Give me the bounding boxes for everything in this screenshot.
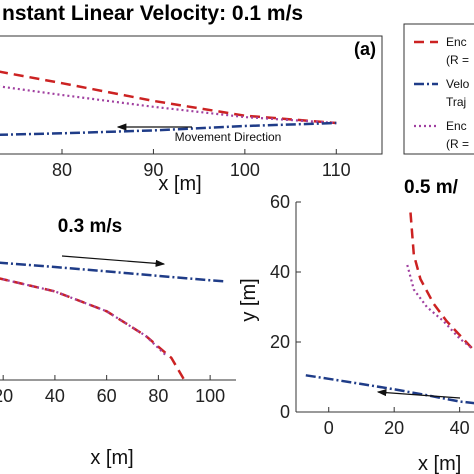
- legend-label-encoder: Enc: [446, 35, 467, 49]
- legend-sublabel-velocity: Traj: [446, 95, 466, 109]
- b-x-tick-label: 20: [0, 386, 13, 406]
- a-x-tick-label: 90: [143, 160, 163, 180]
- panel-a-title: nstant Linear Velocity: 0.1 m/s: [2, 2, 303, 25]
- b-x-tick-label: 40: [45, 386, 65, 406]
- b-x-tick-label: 60: [97, 386, 117, 406]
- panel-a-frame: [0, 35, 383, 155]
- b-series-encoder: [0, 277, 186, 381]
- legend-sublabel-encoder: (R =: [446, 53, 469, 67]
- a-x-tick-label: 100: [230, 160, 260, 180]
- panel-c: 0.5 m/ x [m] y [m] 0 20 40 0 20 40 60: [238, 177, 474, 474]
- panel-c-xlabel: x [m]: [418, 453, 461, 474]
- panel-b: 0.3 m/s x [m] 20 40 60 80 100: [0, 216, 236, 469]
- c-series-encoder: [409, 212, 474, 350]
- a-series-velocity: [0, 121, 337, 137]
- legend-sublabel-encoder2: (R =: [446, 137, 469, 151]
- panel-b-title: 0.3 m/s: [58, 216, 122, 237]
- panel-c-direction-arrow: [376, 389, 461, 399]
- panel-c-title: 0.5 m/: [404, 177, 459, 198]
- c-y-tick-label: 0: [280, 402, 290, 422]
- a-series-encoder: [0, 70, 337, 125]
- panel-a-label: (a): [354, 39, 376, 59]
- c-x-tick-label: 40: [450, 418, 470, 438]
- a-series-encoder2: [0, 85, 337, 125]
- movement-direction-label: Movement Direction: [175, 130, 282, 144]
- legend-label-velocity: Velo: [446, 77, 470, 91]
- a-x-tick-label: 80: [52, 160, 72, 180]
- b-x-tick-label: 80: [148, 386, 168, 406]
- b-series-velocity: [0, 261, 226, 283]
- c-series-velocity: [305, 374, 474, 405]
- panel-c-ylabel: y [m]: [238, 278, 260, 321]
- c-x-tick-label: 20: [384, 418, 404, 438]
- legend: Enc (R = Velo Traj Enc (R =: [403, 23, 474, 155]
- panel-a-xlabel: x [m]: [158, 173, 201, 195]
- c-y-tick-label: 60: [270, 192, 290, 212]
- legend-label-encoder2: Enc: [446, 119, 467, 133]
- panel-b-direction-arrow: [61, 255, 166, 267]
- c-series-encoder2: [406, 264, 474, 350]
- b-series-encoder2: [0, 277, 167, 357]
- legend-frame: [403, 23, 474, 155]
- panel-a: nstant Linear Velocity: 0.1 m/s (a) x [m…: [0, 2, 383, 195]
- panel-b-xlabel: x [m]: [90, 447, 133, 469]
- a-x-tick-label: 110: [322, 160, 351, 180]
- c-y-tick-label: 40: [270, 262, 290, 282]
- b-x-tick-label: 100: [195, 386, 225, 406]
- c-y-tick-label: 20: [270, 332, 290, 352]
- c-x-tick-label: 0: [324, 418, 334, 438]
